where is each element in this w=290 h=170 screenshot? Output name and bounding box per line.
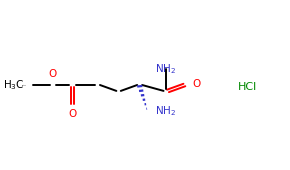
Text: HCl: HCl (238, 82, 257, 92)
Text: NH$_2$: NH$_2$ (155, 62, 176, 76)
Text: NH$_2$: NH$_2$ (155, 104, 176, 118)
Text: O: O (49, 69, 57, 79)
Text: O: O (193, 79, 201, 89)
Text: $\mathrm{H_3C}$: $\mathrm{H_3C}$ (3, 78, 25, 92)
Text: methyl: methyl (22, 84, 27, 86)
Text: O: O (69, 109, 77, 119)
